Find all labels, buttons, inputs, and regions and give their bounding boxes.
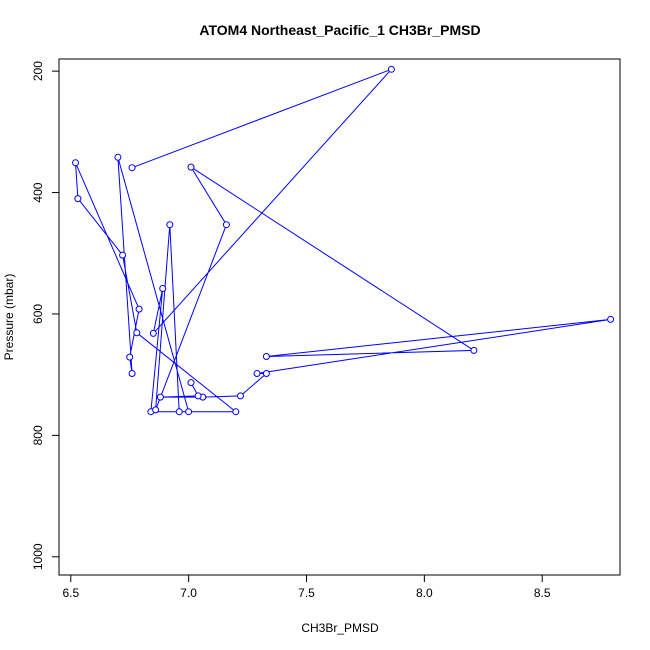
data-point: [159, 285, 167, 292]
x-tick-label: 8.0: [416, 586, 433, 600]
data-point: [607, 315, 615, 323]
data-point: [470, 346, 478, 354]
x-tick-label: 7.0: [180, 586, 197, 600]
data-point: [387, 65, 395, 73]
data-point: [156, 393, 164, 401]
y-tick-label: 800: [31, 425, 45, 445]
y-tick-label: 1000: [31, 543, 45, 570]
data-point: [152, 406, 160, 414]
data-point: [185, 408, 193, 416]
data-point: [135, 305, 143, 313]
y-tick-label: 400: [31, 182, 45, 202]
plot-area: [72, 65, 615, 416]
x-axis: 6.5 7.0 7.5 8.0 8.5: [62, 574, 551, 600]
x-axis-label: CH3Br_PMSD: [301, 621, 379, 635]
data-point: [128, 370, 136, 377]
y-axis: 200 400 600 800 1000: [31, 61, 60, 570]
data-point: [74, 195, 82, 203]
data-point: [187, 379, 195, 387]
data-point: [128, 164, 136, 172]
y-axis-label: Pressure (mbar): [2, 274, 16, 361]
x-tick-label: 7.5: [298, 586, 315, 600]
data-point: [237, 392, 244, 400]
data-point: [187, 163, 195, 171]
data-point: [133, 329, 141, 337]
data-point: [114, 153, 122, 161]
data-point: [222, 221, 230, 229]
x-tick-label: 8.5: [534, 586, 551, 600]
data-point: [175, 408, 183, 416]
data-point: [166, 221, 174, 229]
data-point: [262, 353, 270, 360]
data-point: [126, 353, 134, 361]
plot-frame: [58, 58, 621, 576]
data-point: [149, 329, 157, 337]
data-point: [72, 159, 79, 167]
y-tick-label: 200: [31, 61, 45, 81]
y-tick-label: 600: [31, 304, 45, 324]
x-tick-label: 6.5: [62, 586, 79, 600]
data-point: [253, 370, 261, 377]
series-line: [75, 68, 611, 413]
chart-title: ATOM4 Northeast_Pacific_1 CH3Br_PMSD: [199, 22, 480, 38]
data-point: [232, 408, 240, 416]
data-point: [262, 370, 270, 377]
data-point: [119, 251, 127, 259]
data-point: [194, 392, 202, 400]
